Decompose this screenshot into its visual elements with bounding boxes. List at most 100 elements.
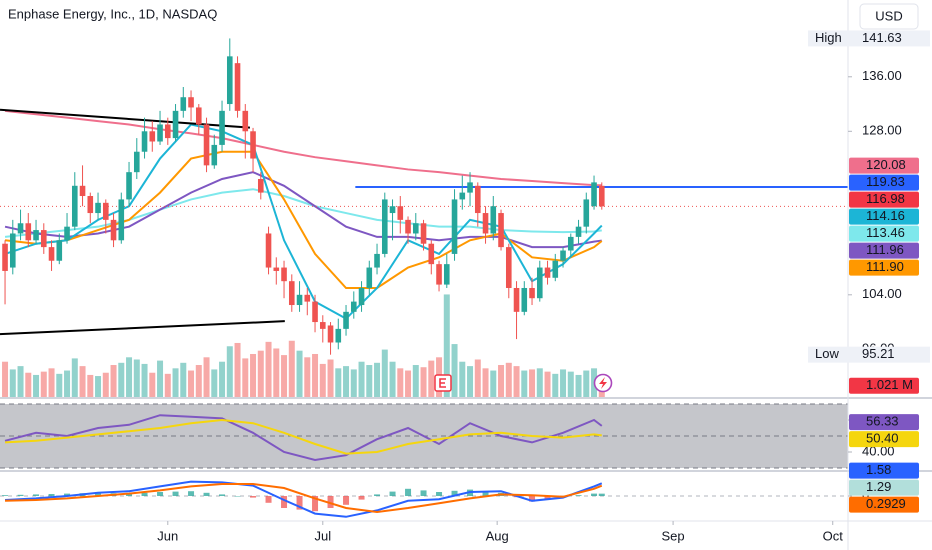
volume-bar — [211, 369, 218, 397]
candle-body — [583, 199, 590, 227]
volume-bar — [544, 371, 551, 397]
price-tag-label: 1.58 — [866, 462, 891, 477]
candle-body — [149, 131, 156, 142]
volume-bar — [71, 358, 78, 397]
x-tick-label: Aug — [486, 528, 509, 543]
candle-body — [420, 223, 427, 244]
candle-body — [273, 267, 280, 271]
candle-body — [180, 97, 187, 111]
macd-histogram-bar — [234, 496, 241, 497]
volume-bar — [40, 371, 47, 397]
candle-body — [211, 144, 218, 166]
currency-button-frame[interactable] — [859, 3, 919, 30]
price-tag-label: 56.33 — [866, 414, 899, 429]
axes: 136.00128.00104.0096.00JunJulAugSepOctHi… — [157, 30, 930, 543]
indicator-line — [4, 480, 603, 518]
candle-body — [529, 287, 535, 299]
price-tag — [849, 377, 919, 394]
volume-bar — [79, 366, 86, 397]
candle-body — [157, 124, 163, 142]
candle-body — [467, 182, 473, 193]
candle-body — [242, 110, 249, 132]
macd-histogram-bar — [544, 496, 551, 500]
volume-bar — [126, 357, 133, 397]
candle-body — [226, 56, 233, 105]
candle-body — [40, 230, 47, 248]
candle-body — [33, 230, 39, 241]
candle-body — [567, 236, 574, 251]
candle-body — [126, 172, 132, 200]
x-tick-label: Jun — [157, 528, 178, 543]
price-tag — [849, 174, 919, 191]
candle-body — [56, 240, 63, 261]
volume-bar — [335, 368, 342, 397]
extreme-value: 141.63 — [862, 30, 902, 45]
volume-bar — [141, 363, 148, 397]
volume-bar — [149, 372, 156, 397]
dividend-icon[interactable] — [593, 373, 613, 393]
candle-body — [505, 247, 512, 288]
macd-histogram-bar — [33, 494, 40, 496]
candle-body — [9, 233, 16, 268]
volume-bar — [327, 359, 334, 397]
macd-histogram-bar — [48, 494, 55, 496]
macd-histogram-bar — [17, 494, 24, 496]
macd-histogram-bar — [405, 488, 412, 496]
volume-bar — [319, 363, 326, 397]
volume-bar — [575, 374, 582, 397]
volume-bar — [381, 349, 388, 397]
price-tag — [849, 414, 919, 431]
volume-bar — [552, 373, 559, 397]
candle-body — [95, 202, 101, 214]
candle-body — [335, 328, 342, 343]
volume-bar — [219, 361, 226, 397]
macd-histogram-bar — [265, 496, 272, 503]
candle-body — [118, 199, 125, 241]
indicator-line — [4, 150, 603, 289]
event-glyph — [599, 377, 607, 389]
volume-bar — [242, 358, 249, 397]
volume-bar — [133, 359, 140, 397]
candle-body — [2, 243, 8, 271]
volume-bar — [521, 370, 528, 397]
price-tag — [849, 431, 919, 448]
candle-body — [257, 178, 264, 193]
trend-line — [0, 320, 285, 336]
macd-histogram-bar — [327, 496, 334, 508]
volume-bar — [405, 370, 412, 397]
candle-body — [250, 131, 256, 159]
currency-label[interactable]: USD — [875, 8, 902, 23]
macd-histogram-bar — [451, 490, 458, 496]
volume-bar — [490, 370, 497, 397]
volume-bar — [343, 366, 350, 397]
price-tag — [849, 191, 919, 208]
price-tag — [849, 225, 919, 242]
price-tag-label: 1.021 M — [866, 377, 913, 392]
volume-bar — [95, 376, 102, 397]
candle-body — [366, 267, 373, 288]
indicator-line — [4, 109, 602, 187]
currency-button[interactable]: USD — [859, 3, 919, 30]
macd-histogram-bar — [126, 493, 133, 496]
macd-histogram-bar — [389, 491, 396, 496]
macd-histogram-bar — [482, 491, 489, 496]
candle-body — [87, 196, 94, 214]
price-tag — [849, 208, 919, 225]
volume-bar — [505, 362, 512, 397]
macd-histogram-bar — [575, 495, 582, 496]
candle-body — [490, 206, 497, 234]
candle-body — [164, 124, 171, 139]
candle-body — [48, 247, 55, 261]
candle-body — [110, 219, 117, 241]
volume-bar — [443, 294, 450, 397]
volume-bar — [529, 369, 536, 397]
candle-body — [552, 260, 559, 278]
volume-bar — [412, 365, 419, 397]
candle-body — [288, 281, 295, 306]
volume-bar — [17, 366, 24, 397]
volume-bar — [296, 350, 303, 397]
earnings-glyph — [439, 378, 446, 388]
earnings-icon[interactable] — [434, 374, 452, 392]
indicator-line — [4, 418, 602, 455]
macd-histogram-bar — [420, 490, 427, 496]
